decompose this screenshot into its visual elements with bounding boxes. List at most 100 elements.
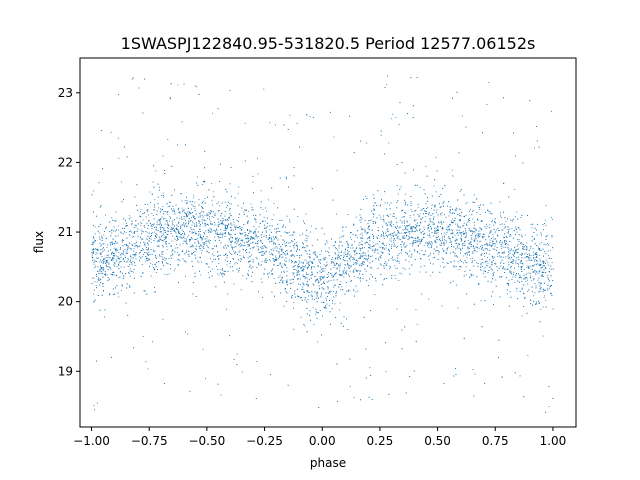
scatter-point	[515, 216, 516, 218]
scatter-point	[108, 266, 110, 268]
scatter-point	[113, 264, 115, 266]
scatter-point	[188, 222, 190, 223]
scatter-point	[391, 222, 392, 224]
scatter-point	[112, 274, 114, 276]
scatter-point	[163, 194, 164, 196]
scatter-point	[183, 260, 185, 262]
scatter-point	[196, 222, 197, 224]
scatter-point	[418, 215, 420, 217]
scatter-point	[237, 193, 239, 195]
scatter-point	[191, 204, 193, 205]
scatter-point	[327, 277, 328, 278]
scatter-point	[362, 247, 363, 249]
scatter-point	[529, 255, 530, 256]
scatter-point	[420, 258, 422, 260]
scatter-point	[389, 250, 390, 252]
scatter-point	[231, 224, 233, 226]
scatter-point	[207, 223, 208, 225]
scatter-point	[279, 220, 281, 221]
scatter-point	[324, 268, 326, 270]
scatter-point	[403, 220, 405, 222]
scatter-point	[492, 273, 494, 274]
scatter-point	[430, 252, 432, 254]
scatter-point	[167, 139, 169, 140]
scatter-point	[468, 218, 470, 219]
scatter-point	[524, 234, 526, 236]
scatter-point	[286, 270, 288, 272]
scatter-point	[392, 113, 394, 115]
scatter-point	[413, 219, 415, 221]
scatter-point	[534, 292, 536, 294]
scatter-point	[275, 282, 277, 284]
scatter-point	[457, 223, 459, 225]
scatter-point	[486, 260, 488, 262]
scatter-point	[299, 255, 301, 257]
scatter-point	[234, 263, 236, 265]
scatter-point	[294, 265, 296, 267]
scatter-point	[400, 186, 402, 188]
scatter-point	[235, 228, 236, 230]
scatter-point	[507, 229, 509, 230]
scatter-point	[503, 241, 505, 243]
scatter-point	[355, 291, 357, 293]
scatter-point	[131, 224, 133, 226]
scatter-point	[233, 229, 234, 231]
scatter-point	[495, 241, 497, 243]
scatter-point	[205, 230, 207, 232]
scatter-point	[507, 255, 509, 257]
scatter-point	[210, 212, 211, 214]
scatter-point	[302, 247, 304, 249]
scatter-point	[201, 246, 203, 248]
scatter-point	[324, 259, 326, 260]
scatter-point	[159, 238, 161, 240]
scatter-point	[505, 243, 507, 244]
scatter-point	[518, 263, 519, 265]
scatter-point	[362, 229, 364, 231]
scatter-point	[520, 261, 522, 262]
scatter-point	[153, 209, 155, 211]
scatter-point	[279, 263, 281, 265]
scatter-point	[539, 243, 541, 245]
scatter-point	[102, 272, 104, 274]
scatter-point	[222, 236, 223, 238]
scatter-point	[289, 114, 291, 116]
scatter-point	[400, 244, 402, 245]
scatter-point	[420, 221, 421, 223]
scatter-point	[112, 251, 113, 253]
scatter-point	[452, 212, 454, 214]
scatter-point	[506, 232, 508, 234]
scatter-point	[460, 237, 462, 239]
scatter-point	[196, 237, 198, 239]
scatter-point	[386, 263, 388, 265]
scatter-point	[239, 255, 241, 256]
scatter-point	[127, 260, 129, 262]
scatter-point	[95, 285, 97, 286]
scatter-point	[174, 247, 176, 249]
scatter-point	[311, 274, 313, 275]
scatter-point	[480, 269, 482, 271]
scatter-point	[118, 157, 120, 159]
scatter-point	[311, 261, 313, 263]
scatter-point	[406, 253, 408, 255]
scatter-point	[292, 272, 294, 274]
scatter-point	[449, 229, 451, 231]
scatter-point	[432, 223, 434, 225]
scatter-point	[311, 245, 313, 246]
scatter-point	[470, 241, 472, 243]
scatter-point	[102, 248, 104, 250]
scatter-point	[413, 227, 415, 229]
scatter-point	[533, 251, 534, 253]
scatter-point	[450, 240, 451, 242]
scatter-point	[180, 224, 182, 226]
scatter-point	[222, 217, 224, 219]
scatter-point	[169, 215, 171, 217]
scatter-point	[162, 240, 164, 242]
scatter-point	[236, 225, 238, 227]
scatter-point	[521, 315, 523, 317]
scatter-point	[536, 301, 537, 303]
scatter-point	[477, 235, 479, 237]
scatter-point	[323, 270, 325, 272]
scatter-point	[109, 242, 111, 244]
scatter-point	[436, 170, 438, 172]
scatter-point	[527, 291, 529, 292]
